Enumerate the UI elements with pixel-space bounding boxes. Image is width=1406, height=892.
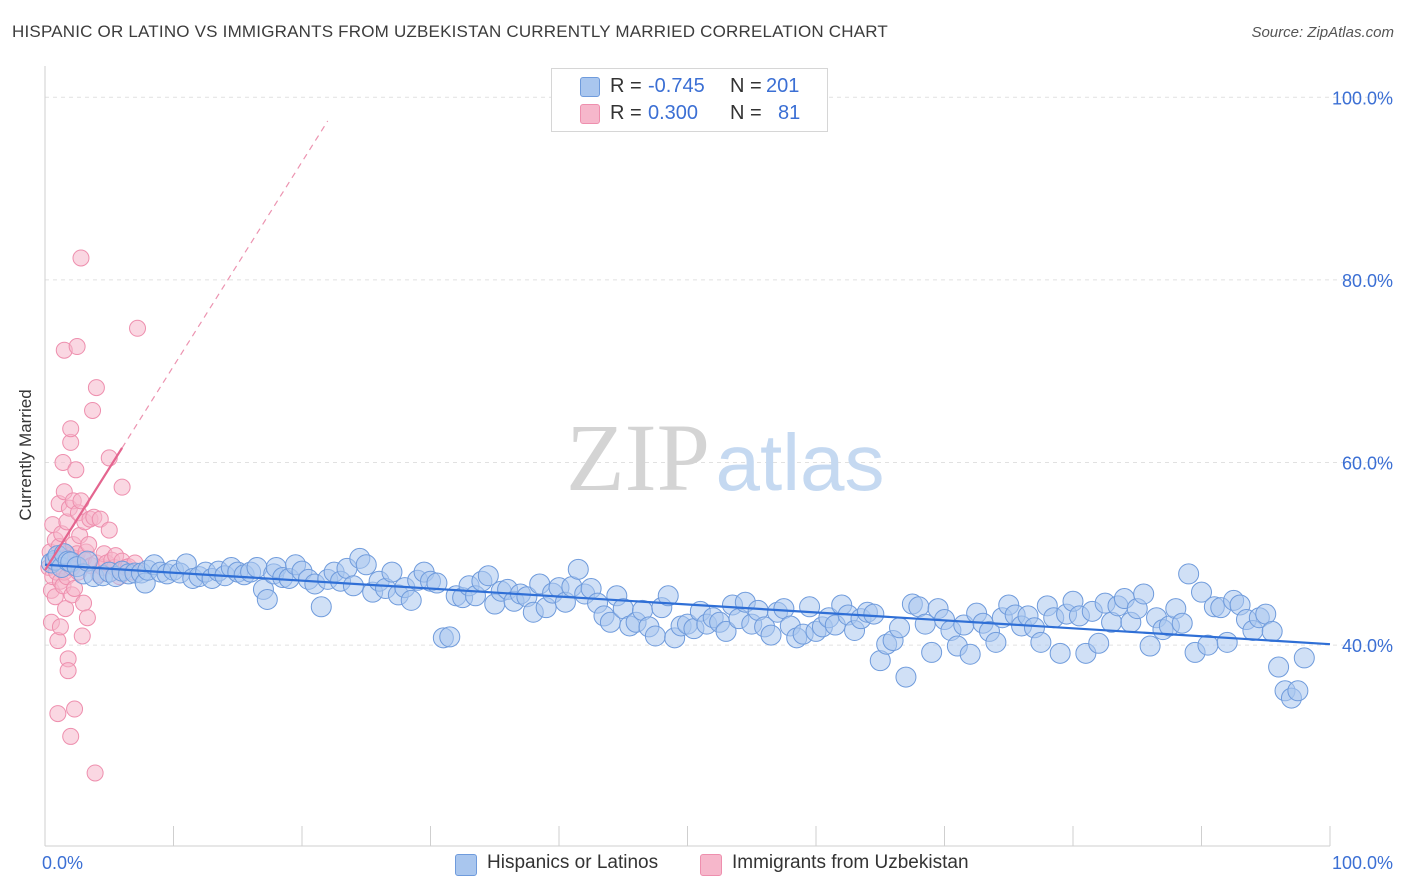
trend-line-hispanic [44, 563, 1331, 646]
legend-label-hispanic: Hispanics or Latinos [487, 852, 659, 873]
data-point-hispanic [921, 641, 943, 663]
gridlines [45, 96, 1392, 646]
data-point-uzbekistan [54, 454, 72, 471]
data-point-hispanic [439, 626, 461, 648]
legend-swatch-pink [580, 104, 600, 124]
trend-line-uzbekistan-extension [121, 120, 329, 449]
data-point-uzbekistan [75, 594, 93, 612]
data-point-uzbekistan [84, 401, 102, 419]
data-point-uzbekistan [66, 700, 84, 718]
data-point-hispanic [1049, 642, 1071, 664]
data-point-uzbekistan [72, 492, 90, 510]
watermark-atlas: atlas [716, 418, 885, 507]
y-tick-label: 100.0% [1332, 88, 1393, 108]
data-point-hispanic [644, 625, 666, 647]
data-point-uzbekistan [129, 319, 147, 337]
watermark: ZIP atlas [566, 404, 884, 511]
data-point-hispanic [342, 575, 364, 597]
data-point-hispanic [1030, 631, 1052, 653]
data-point-hispanic [1261, 620, 1283, 642]
legend-r-label: R = [610, 102, 642, 124]
data-point-hispanic [256, 588, 278, 610]
y-tick-label: 40.0% [1342, 636, 1393, 656]
legend-n-label: N = [730, 75, 762, 97]
chart-title: HISPANIC OR LATINO VS IMMIGRANTS FROM UZ… [12, 22, 889, 41]
data-point-uzbekistan [62, 727, 80, 745]
legend-n-value: 81 [778, 102, 801, 124]
x-tick-label: 100.0% [1332, 853, 1393, 873]
data-point-uzbekistan [66, 580, 84, 598]
data-point-hispanic [1171, 612, 1193, 634]
data-point-uzbekistan [49, 705, 67, 723]
legend-r-label: R = [610, 75, 642, 97]
data-point-hispanic [760, 624, 782, 646]
data-point-uzbekistan [86, 764, 104, 782]
legend-r-value: -0.745 [648, 75, 705, 97]
data-point-uzbekistan [78, 609, 96, 627]
data-point-uzbekistan [72, 249, 90, 267]
data-point-hispanic [400, 589, 422, 611]
legend-n-value: 201 [766, 75, 800, 97]
data-point-uzbekistan [113, 478, 131, 496]
y-axis-label: Currently Married [16, 389, 35, 521]
data-point-uzbekistan [51, 618, 69, 636]
data-point-hispanic [1216, 631, 1238, 653]
x-tick-label: 0.0% [42, 853, 83, 873]
data-point-hispanic [477, 565, 499, 587]
axes [44, 66, 1331, 847]
data-point-hispanic [889, 617, 911, 639]
data-point-uzbekistan [62, 420, 80, 438]
y-tick-label: 80.0% [1342, 271, 1393, 291]
data-point-hispanic [657, 585, 679, 607]
data-point-hispanic [1287, 680, 1309, 702]
legend-label-uzbekistan: Immigrants from Uzbekistan [732, 852, 969, 873]
data-point-hispanic [1293, 647, 1315, 669]
legend-r-value: 0.300 [648, 102, 699, 124]
data-point-hispanic [1133, 583, 1155, 605]
legend-swatch-blue [455, 854, 477, 876]
data-point-uzbekistan [87, 379, 105, 397]
data-point-uzbekistan [73, 627, 91, 645]
tick-labels: 100.0% 80.0% 60.0% 40.0% 0.0% 100.0% [42, 88, 1393, 873]
data-point-hispanic [1178, 563, 1200, 585]
legend-n-label: N = [730, 102, 762, 124]
data-point-hispanic [310, 596, 332, 618]
data-point-hispanic [1268, 656, 1290, 678]
trend-lines [44, 120, 1331, 646]
data-point-uzbekistan [100, 521, 118, 539]
series-uzbekistan-points [40, 249, 147, 782]
data-point-uzbekistan [67, 461, 85, 479]
data-point-uzbekistan [68, 338, 86, 356]
legend-swatch-blue [580, 77, 600, 97]
correlation-legend: R = -0.745 N = 201 R = 0.300 N = 81 [551, 68, 828, 132]
source-label: Source: ZipAtlas.com [1251, 24, 1394, 41]
data-point-hispanic [355, 554, 377, 576]
data-point-uzbekistan [91, 510, 109, 528]
data-point-hispanic [381, 561, 403, 583]
y-tick-label: 60.0% [1342, 454, 1393, 474]
data-point-uzbekistan [59, 662, 77, 680]
data-point-hispanic [985, 631, 1007, 653]
legend-swatch-pink [700, 854, 722, 876]
data-point-hispanic [895, 666, 917, 688]
data-point-uzbekistan [57, 600, 75, 618]
data-point-hispanic [567, 558, 589, 580]
data-point-hispanic [1191, 581, 1212, 603]
series-hispanic-points [40, 543, 1315, 709]
data-point-hispanic [799, 596, 821, 618]
trend-line-uzbekistan [44, 447, 124, 571]
data-point-uzbekistan [80, 536, 98, 554]
watermark-zip: ZIP [566, 404, 710, 511]
data-point-hispanic [959, 643, 981, 665]
data-point-hispanic [863, 603, 885, 625]
data-point-hispanic [1139, 635, 1161, 657]
data-point-hispanic [715, 620, 737, 642]
data-point-hispanic [1088, 632, 1110, 654]
